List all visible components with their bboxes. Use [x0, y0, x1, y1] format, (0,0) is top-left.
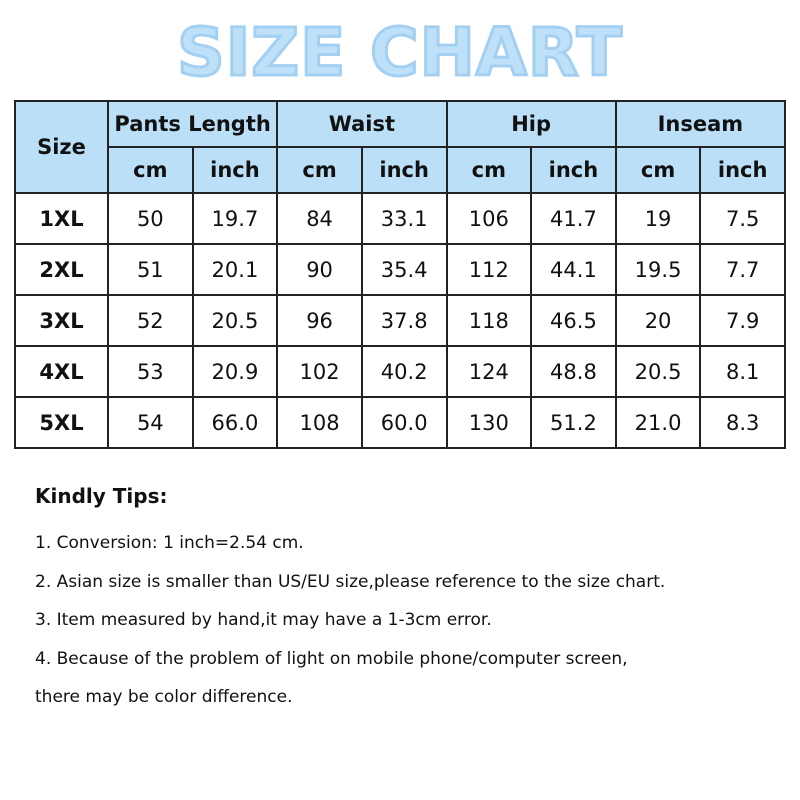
value-cell: 20.9 — [191, 345, 279, 398]
value-cell: 7.7 — [699, 243, 786, 296]
value-cell: 96 — [276, 294, 363, 347]
table-row: 4XL 53 20.9 102 40.2 124 48.8 20.5 8.1 — [14, 345, 786, 398]
value-cell: 19.5 — [614, 243, 702, 296]
value-cell: 52 — [107, 294, 194, 347]
tip-item: 1. Conversion: 1 inch=2.54 cm. — [35, 533, 304, 553]
value-cell: 54 — [107, 396, 194, 449]
value-cell: 106 — [445, 192, 533, 245]
value-cell: 90 — [276, 243, 363, 296]
unit-header: inch — [699, 146, 786, 194]
value-cell: 20.5 — [614, 345, 702, 398]
value-cell: 66.0 — [191, 396, 279, 449]
group-header: Waist — [276, 100, 448, 148]
unit-header: cm — [445, 146, 533, 194]
group-header: Inseam — [614, 100, 787, 148]
table-row: 5XL 54 66.0 108 60.0 130 51.2 21.0 8.3 — [14, 396, 786, 449]
value-cell: 51 — [107, 243, 194, 296]
value-cell: 7.9 — [699, 294, 786, 347]
value-cell: 84 — [276, 192, 363, 245]
value-cell: 35.4 — [360, 243, 448, 296]
value-cell: 20.5 — [191, 294, 279, 347]
size-chart-table: Size Pants Length Waist Hip Inseam cm inc… — [14, 100, 787, 449]
value-cell: 7.5 — [699, 192, 786, 245]
size-cell: 5XL — [14, 396, 109, 449]
tip-item: 3. Item measured by hand,it may have a 1… — [35, 610, 492, 630]
value-cell: 124 — [445, 345, 533, 398]
value-cell: 19.7 — [191, 192, 279, 245]
size-cell: 4XL — [14, 345, 109, 398]
value-cell: 50 — [107, 192, 194, 245]
size-cell: 2XL — [14, 243, 109, 296]
table-row: 2XL 51 20.1 90 35.4 112 44.1 19.5 7.7 — [14, 243, 786, 296]
tip-item: there may be color difference. — [35, 687, 293, 707]
value-cell: 20 — [614, 294, 702, 347]
size-header: Size — [14, 100, 109, 194]
unit-header: cm — [614, 146, 702, 194]
tips-heading: Kindly Tips: — [35, 484, 168, 508]
unit-header: inch — [530, 146, 617, 194]
value-cell: 51.2 — [530, 396, 617, 449]
value-cell: 53 — [107, 345, 194, 398]
value-cell: 112 — [445, 243, 533, 296]
value-cell: 8.3 — [699, 396, 786, 449]
group-header: Hip — [445, 100, 617, 148]
value-cell: 19 — [614, 192, 702, 245]
unit-header: inch — [191, 146, 279, 194]
size-cell: 3XL — [14, 294, 109, 347]
value-cell: 102 — [276, 345, 363, 398]
value-cell: 21.0 — [614, 396, 702, 449]
tips-section: Kindly Tips: 1. Conversion: 1 inch=2.54 … — [35, 484, 665, 717]
size-cell: 1XL — [14, 192, 109, 245]
value-cell: 46.5 — [530, 294, 617, 347]
unit-header: cm — [276, 146, 363, 194]
value-cell: 130 — [445, 396, 533, 449]
tip-item: 2. Asian size is smaller than US/EU size… — [35, 571, 666, 592]
tip-item: 4. Because of the problem of light on mo… — [35, 648, 628, 669]
value-cell: 8.1 — [699, 345, 786, 398]
value-cell: 37.8 — [360, 294, 448, 347]
value-cell: 108 — [276, 396, 363, 449]
value-cell: 20.1 — [191, 243, 279, 296]
unit-header: cm — [107, 146, 194, 194]
table-row: 1XL 50 19.7 84 33.1 106 41.7 19 7.5 — [14, 192, 786, 245]
page-title: SIZE CHART — [176, 13, 624, 93]
value-cell: 33.1 — [360, 192, 448, 245]
table-row: 3XL 52 20.5 96 37.8 118 46.5 20 7.9 — [14, 294, 786, 347]
value-cell: 118 — [445, 294, 533, 347]
value-cell: 44.1 — [530, 243, 617, 296]
value-cell: 41.7 — [530, 192, 617, 245]
value-cell: 40.2 — [360, 345, 448, 398]
unit-header: inch — [360, 146, 448, 194]
value-cell: 60.0 — [360, 396, 448, 449]
group-header: Pants Length — [106, 100, 279, 148]
value-cell: 48.8 — [530, 345, 617, 398]
